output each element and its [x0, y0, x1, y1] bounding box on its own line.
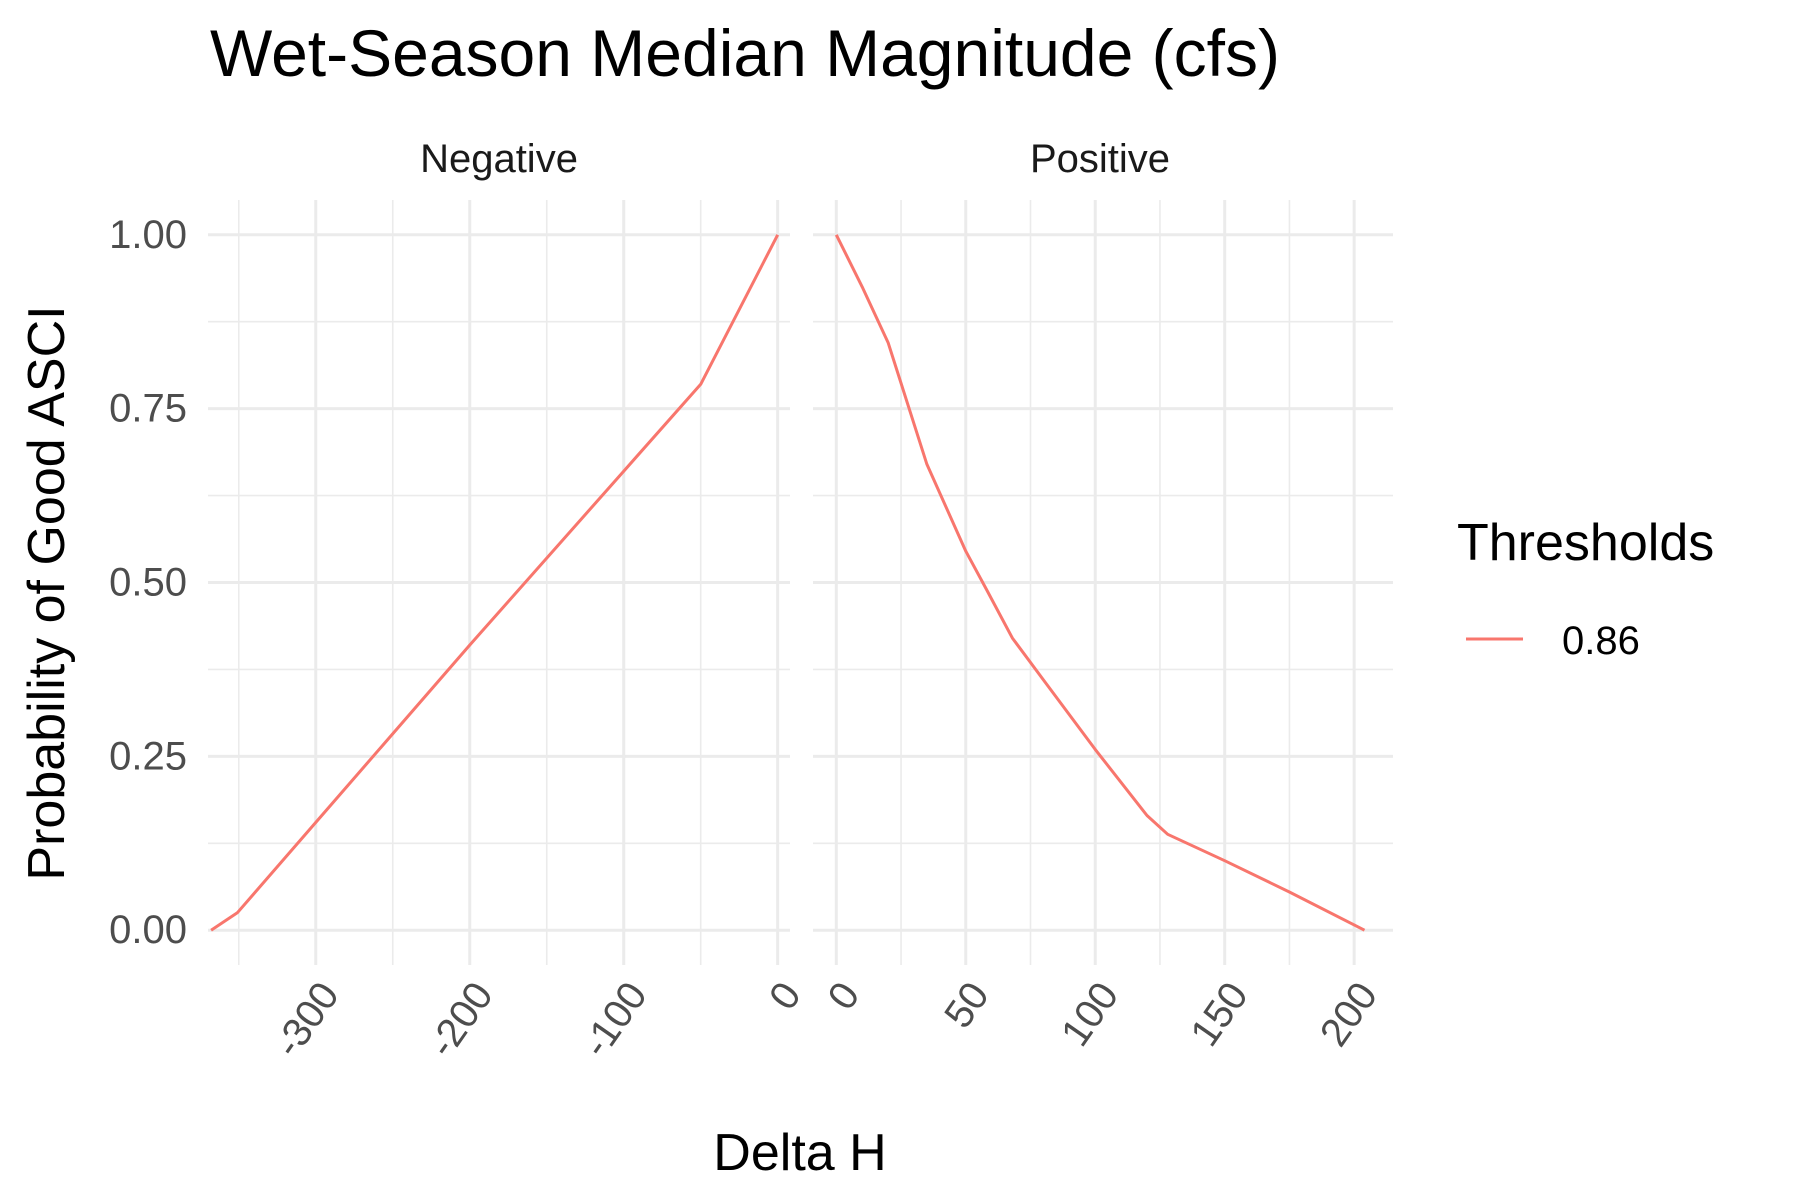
panel-positive: Positive 0 50 100 150 200 [813, 137, 1393, 1054]
x-tick-label: 50 [936, 974, 998, 1036]
panel-positive-x-ticks: 0 50 100 150 200 [820, 974, 1387, 1054]
x-tick-label: 100 [1053, 974, 1127, 1054]
panel-negative-strip-label: Negative [420, 137, 578, 181]
panel-negative-series [210, 234, 780, 932]
y-tick-label: 0.25 [109, 734, 187, 778]
x-tick-label: -200 [420, 974, 502, 1065]
x-axis-title: Delta H [713, 1124, 886, 1182]
y-tick-label: 0.00 [109, 908, 187, 952]
x-tick-label: 200 [1312, 974, 1386, 1054]
x-tick-label: -100 [574, 974, 656, 1065]
y-tick-label: 0.75 [109, 387, 187, 431]
y-tick-label: 1.00 [109, 213, 187, 257]
panel-negative: Negative -300 -200 -100 0 [208, 137, 810, 1065]
x-tick-label: -300 [266, 974, 348, 1065]
legend-title: Thresholds [1457, 514, 1714, 572]
x-tick-label: 0 [761, 974, 810, 1017]
legend: Thresholds 0.86 [1457, 514, 1714, 663]
y-tick-label: 0.50 [109, 561, 187, 605]
y-axis-ticks: 0.00 0.25 0.50 0.75 1.00 [109, 213, 187, 952]
chart-title: Wet-Season Median Magnitude (cfs) [210, 16, 1280, 90]
series-line-0.86 [210, 234, 780, 932]
panel-positive-series [834, 234, 1366, 932]
legend-label: 0.86 [1562, 619, 1640, 663]
series-line-0.86 [834, 234, 1366, 932]
panel-positive-grid [813, 200, 1393, 965]
y-axis-title: Probability of Good ASCI [18, 305, 76, 880]
x-tick-label: 0 [820, 974, 869, 1017]
panel-positive-strip-label: Positive [1030, 137, 1170, 181]
panel-negative-x-ticks: -300 -200 -100 0 [266, 974, 810, 1065]
x-tick-label: 150 [1182, 974, 1256, 1054]
panel-negative-grid [208, 200, 790, 965]
